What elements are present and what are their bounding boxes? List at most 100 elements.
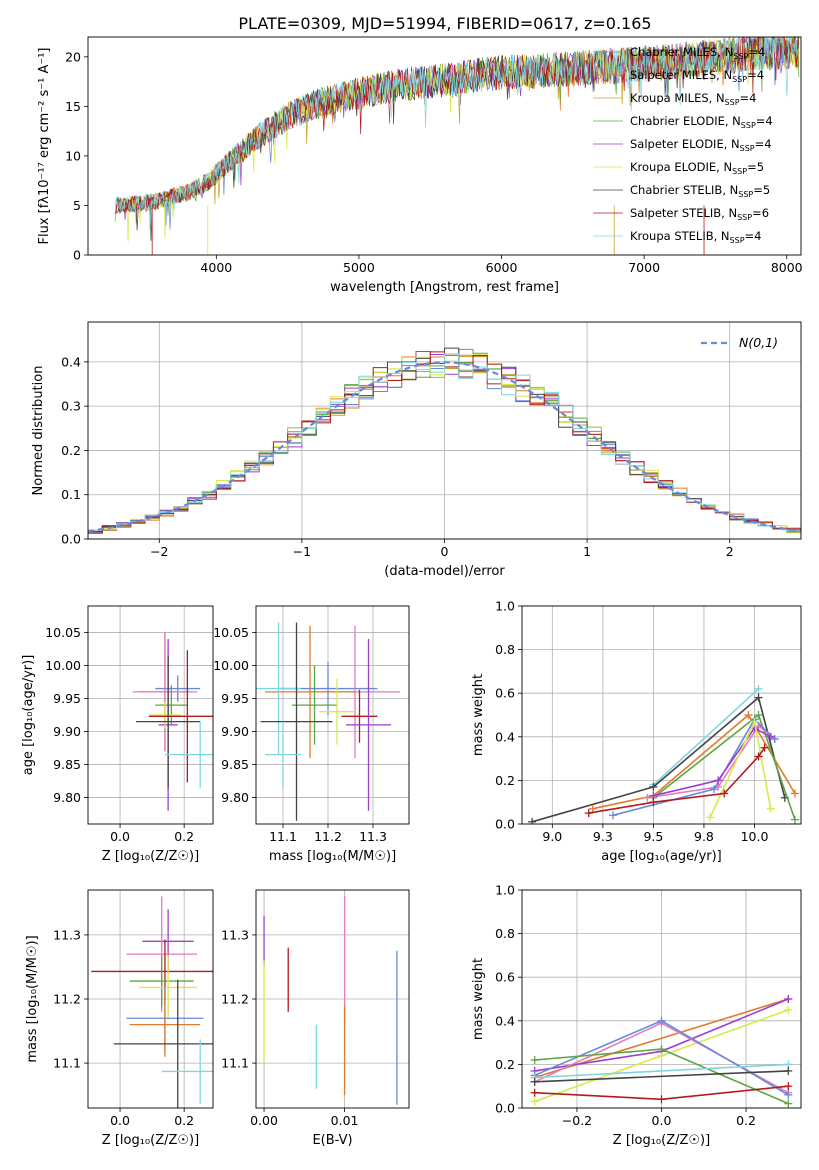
- axes-frame: [521, 889, 802, 1109]
- mass_vs_EBV-plot-area: [263, 896, 398, 1105]
- normal-curve: [88, 361, 801, 533]
- x-tick-label: 0.0: [110, 829, 130, 844]
- y-tick-label: 0.4: [495, 1013, 515, 1028]
- y-tick-label: 0.2: [61, 443, 81, 458]
- massweight_vs_Z-panel: −0.2 0.0 0.2 0.0 0.2 0.4 0.6 0.8 1.0 Z [log₁₀(Z/Z…: [471, 883, 802, 1148]
- y-axis-label: mass [log₁₀(M/M☉)]: [25, 935, 40, 1062]
- residuals-panel: −2 −1 0 1 2 0.0 0.1 0.2 0.3 0.4 (data-model)/error…: [31, 321, 802, 579]
- age_vs_Z-plot-area: [132, 632, 213, 811]
- x-tick-label: 9.8: [694, 829, 714, 844]
- axes-frame: [87, 605, 214, 825]
- axes-frame: [87, 321, 802, 540]
- y-tick-label: 9.90: [221, 724, 249, 739]
- y-tick-label: 9.95: [221, 691, 249, 706]
- weight-series-line: [531, 696, 786, 823]
- y-tick-label: 9.85: [221, 757, 249, 772]
- legend-entry: Kroupa MILES, NSSP=4: [630, 91, 756, 107]
- x-tick-label: 0: [441, 544, 449, 559]
- y-tick-label: 10: [65, 148, 81, 163]
- y-tick-label: 0.6: [495, 686, 515, 701]
- y-tick-label: 15: [65, 99, 81, 114]
- x-tick-label: 5000: [343, 260, 375, 275]
- y-tick-label: 0.0: [495, 1101, 515, 1116]
- weight-series-line: [653, 727, 772, 797]
- y-tick-label: 11.2: [221, 992, 249, 1007]
- spectrum-plot-area: [114, 37, 800, 255]
- y-tick-label: 11.2: [53, 992, 81, 1007]
- y-tick-label: 0.8: [495, 926, 515, 941]
- x-tick-label: 4000: [200, 260, 232, 275]
- massweight_vs_age-panel: 9.0 9.3 9.5 9.8 10.0 0.0 0.2 0.4 0.6 0.8 1.0 age [l…: [471, 599, 802, 864]
- y-tick-label: 9.80: [221, 790, 249, 805]
- y-tick-label: 9.95: [53, 691, 81, 706]
- y-tick-label: 0: [73, 248, 81, 263]
- y-axis-label: Normed distribution: [31, 366, 46, 496]
- y-tick-label: 10.05: [45, 625, 81, 640]
- x-tick-label: 11.3: [359, 829, 387, 844]
- figure-title: PLATE=0309, MJD=51994, FIBERID=0617, z=0…: [238, 14, 651, 33]
- y-tick-label: 11.1: [53, 1056, 81, 1071]
- x-tick-label: 9.5: [643, 829, 663, 844]
- y-tick-label: 1.0: [495, 883, 515, 898]
- x-axis-label: mass [log₁₀(M/M☉)]: [269, 849, 396, 864]
- y-tick-label: 0.1: [61, 487, 81, 502]
- age_vs_mass-panel: 11.1 11.2 11.3 9.80 9.85 9.90 9.95 10.00 10.05 ma…: [213, 605, 410, 864]
- y-tick-label: 9.90: [53, 724, 81, 739]
- x-tick-label: 7000: [628, 260, 660, 275]
- legend-entry: Kroupa STELIB, NSSP=4: [630, 229, 761, 245]
- y-tick-label: 0.6: [495, 970, 515, 985]
- x-axis-label: Z [log₁₀(Z/Z☉)]: [102, 1133, 199, 1148]
- x-tick-label: 0.00: [250, 1113, 278, 1128]
- legend-entry: Salpeter MILES, NSSP=4: [630, 68, 764, 84]
- x-axis-label: E(B-V): [312, 1133, 352, 1148]
- y-tick-label: 11.1: [221, 1056, 249, 1071]
- y-tick-label: 10.05: [213, 625, 249, 640]
- weight-series-line: [534, 1070, 789, 1083]
- mass_vs_Z-panel: 0.0 0.2 11.1 11.2 11.3 Z [log₁₀(Z/Z☉)] mass [l…: [25, 889, 214, 1148]
- x-tick-label: 0.2: [174, 829, 194, 844]
- x-axis-label: (data-model)/error: [384, 564, 505, 579]
- y-tick-label: 9.85: [53, 757, 81, 772]
- y-tick-label: 0.2: [495, 1057, 515, 1072]
- x-tick-label: 9.0: [542, 829, 562, 844]
- y-tick-label: 0.2: [495, 773, 515, 788]
- age_vs_Z-panel: 0.0 0.2 9.80 9.85 9.90 9.95 10.00 10.05 Z [log₁₀…: [21, 605, 214, 864]
- y-axis-label: age [log₁₀(age/yr)]: [21, 655, 36, 776]
- y-tick-label: 11.3: [53, 927, 81, 942]
- y-tick-label: 0.4: [495, 729, 515, 744]
- axes-frame: [255, 889, 410, 1109]
- weight-series-line: [612, 718, 776, 817]
- legend-entry: N(0,1): [739, 335, 778, 350]
- y-tick-label: 1.0: [495, 599, 515, 614]
- y-tick-label: 0.3: [61, 399, 81, 414]
- y-tick-label: 0.8: [495, 642, 515, 657]
- axes-frame: [87, 889, 214, 1109]
- mass_vs_EBV-panel: 0.00 0.01 11.1 11.2 11.3 E(B-V): [221, 889, 410, 1148]
- x-tick-label: 6000: [486, 260, 518, 275]
- y-tick-label: 11.3: [221, 927, 249, 942]
- y-axis-label: mass weight: [471, 674, 486, 756]
- x-tick-label: 8000: [771, 260, 803, 275]
- x-tick-label: 0.0: [110, 1113, 130, 1128]
- x-tick-label: 9.3: [593, 829, 613, 844]
- y-tick-label: 20: [65, 49, 81, 64]
- residuals-plot-area: [88, 347, 801, 539]
- x-tick-label: 10.0: [741, 829, 769, 844]
- x-tick-label: −2: [150, 544, 168, 559]
- x-tick-label: 2: [726, 544, 734, 559]
- y-tick-label: 10.00: [45, 658, 81, 673]
- x-axis-label: age [log₁₀(age/yr)]: [601, 849, 722, 864]
- legend-entry: Kroupa ELODIE, NSSP=5: [630, 160, 764, 176]
- legend-entry: Salpeter ELODIE, NSSP=4: [630, 137, 772, 153]
- y-tick-label: 10.00: [213, 658, 249, 673]
- weight-series-line: [534, 1063, 789, 1079]
- y-tick-label: 0.0: [495, 817, 515, 832]
- y-axis-label: Flux [fλ10⁻¹⁷ erg cm⁻² s⁻¹ A⁻¹]: [37, 48, 52, 245]
- x-tick-label: 0.01: [331, 1113, 359, 1128]
- age_vs_mass-plot-area: [256, 622, 400, 821]
- weight-series-line: [652, 688, 760, 786]
- massweight_vs_age-plot-area: [528, 684, 799, 824]
- x-axis-label: wavelength [Angstrom, rest frame]: [330, 280, 559, 295]
